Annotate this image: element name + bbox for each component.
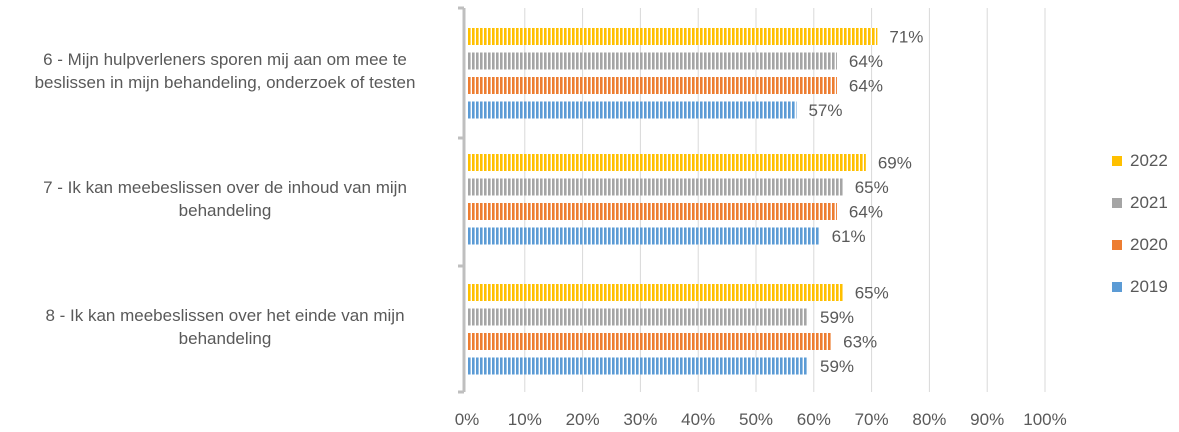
data-label: 59%: [820, 357, 854, 376]
category-label-line: behandeling: [178, 201, 272, 220]
bars-group: [467, 28, 878, 375]
x-tick-label: 100%: [1023, 410, 1066, 429]
legend-swatch: [1112, 156, 1122, 166]
bar-2020-cat6: [467, 77, 837, 94]
x-tick-label: 40%: [681, 410, 715, 429]
bar-2019-cat7: [467, 227, 820, 245]
bar-2022-cat8: [467, 284, 843, 301]
bar-2022-cat7: [467, 154, 866, 171]
x-tick-label: 90%: [970, 410, 1004, 429]
legend-item-2022: 2022: [1112, 140, 1168, 182]
x-tick-label: 60%: [797, 410, 831, 429]
legend-item-2021: 2021: [1112, 182, 1168, 224]
legend-label: 2021: [1130, 193, 1168, 212]
legend-label: 2020: [1130, 235, 1168, 254]
category-label-line: 8 - Ik kan meebeslissen over het einde v…: [45, 306, 405, 325]
bar-2020-cat7: [467, 203, 837, 220]
legend-label: 2019: [1130, 277, 1168, 296]
category-label-line: 7 - Ik kan meebeslissen over de inhoud v…: [43, 178, 407, 197]
data-label: 64%: [849, 52, 883, 71]
x-tick-label: 50%: [739, 410, 773, 429]
data-label: 65%: [855, 284, 889, 303]
bar-2022-cat6: [467, 28, 878, 45]
data-label: 59%: [820, 308, 854, 327]
bar-2021-cat7: [467, 178, 843, 196]
data-label: 64%: [849, 203, 883, 222]
data-label: 64%: [849, 77, 883, 96]
gridlines: [524, 8, 1046, 392]
category-label: 6 - Mijn hulpverleners sporen mij aan om…: [0, 48, 450, 94]
x-tick-label: 10%: [508, 410, 542, 429]
data-label: 71%: [889, 28, 923, 47]
legend-item-2019: 2019: [1112, 266, 1168, 308]
data-label: 65%: [855, 178, 889, 197]
category-label-line: behandeling: [178, 329, 272, 348]
category-label-line: 6 - Mijn hulpverleners sporen mij aan om…: [43, 50, 407, 69]
category-label: 8 - Ik kan meebeslissen over het einde v…: [0, 304, 450, 350]
data-label: 61%: [832, 227, 866, 246]
x-tick-labels-group: 0% 10% 20% 30% 40% 50% 60% 70% 80% 90% 100%: [455, 410, 1067, 429]
category-axis: [458, 6, 466, 394]
bar-2021-cat8: [467, 308, 809, 326]
legend: 2022 2021 2020 2019: [1112, 140, 1168, 308]
x-tick-label: 20%: [566, 410, 600, 429]
bar-2019-cat6: [467, 101, 797, 119]
data-label: 57%: [808, 101, 842, 120]
x-tick-label: 80%: [912, 410, 946, 429]
data-labels-group: 71%64%64%57%69%65%64%61%65%59%63%59%: [808, 28, 923, 377]
legend-swatch: [1112, 198, 1122, 208]
x-tick-label: 30%: [623, 410, 657, 429]
legend-swatch: [1112, 240, 1122, 250]
legend-swatch: [1112, 282, 1122, 292]
category-label: 7 - Ik kan meebeslissen over de inhoud v…: [0, 176, 450, 222]
x-tick-label: 0%: [455, 410, 480, 429]
x-tick-label: 70%: [855, 410, 889, 429]
data-label: 69%: [878, 154, 912, 173]
legend-item-2020: 2020: [1112, 224, 1168, 266]
category-label-line: beslissen in mijn behandeling, onderzoek…: [34, 73, 416, 92]
data-label: 63%: [843, 333, 877, 352]
legend-label: 2022: [1130, 151, 1168, 170]
bar-2019-cat8: [467, 357, 809, 375]
bar-2021-cat6: [467, 52, 837, 70]
bar-2020-cat8: [467, 333, 832, 350]
